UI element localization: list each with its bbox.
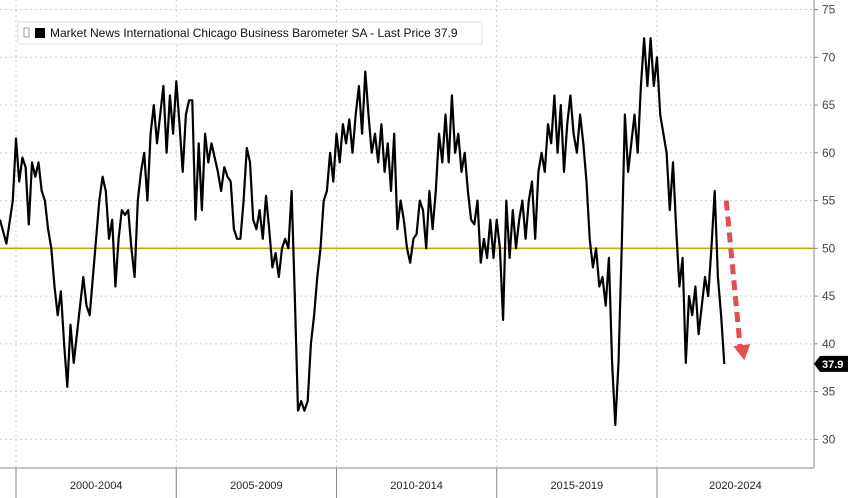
x-period-label: 2015-2019 xyxy=(551,480,604,492)
x-period-label: 2010-2014 xyxy=(390,480,443,492)
annotation-layer xyxy=(723,200,751,361)
series-line xyxy=(0,37,726,427)
legend-handle-icon xyxy=(23,27,30,38)
series-layer xyxy=(0,37,726,427)
y-tick-label: 30 xyxy=(822,432,836,446)
annotation-arrow-shaft xyxy=(723,200,743,349)
y-tick-label: 65 xyxy=(822,98,836,112)
y-tick-label: 75 xyxy=(822,3,836,17)
last-price-layer: 37.9 xyxy=(814,355,848,372)
x-period-label: 2005-2009 xyxy=(230,480,283,492)
legend-box xyxy=(17,21,483,45)
last-price-tag xyxy=(814,355,848,372)
y-tick-label: 40 xyxy=(822,337,836,351)
y-tick-label: 50 xyxy=(822,241,836,255)
y-tick-label: 55 xyxy=(822,194,836,208)
x-period-label: 2000-2004 xyxy=(70,480,123,492)
y-tick-label: 35 xyxy=(822,385,836,399)
last-price-label: 37.9 xyxy=(822,359,843,371)
y-tick-label: 60 xyxy=(822,146,836,160)
legend-label: Market News International Chicago Busine… xyxy=(50,26,458,40)
legend: Market News International Chicago Busine… xyxy=(17,21,483,45)
x-axis-periods: 2000-2004 2005-2009 2010-2014 2015-2019 2020… xyxy=(0,467,814,498)
y-axis: 30 35 40 45 50 55 60 65 70 75 xyxy=(813,0,836,468)
y-tick-label: 70 xyxy=(822,50,836,64)
y-tick-label: 45 xyxy=(822,289,836,303)
x-period-label: 2020-2024 xyxy=(709,480,762,492)
annotation-arrow-head xyxy=(733,344,751,361)
legend-swatch xyxy=(35,28,45,38)
